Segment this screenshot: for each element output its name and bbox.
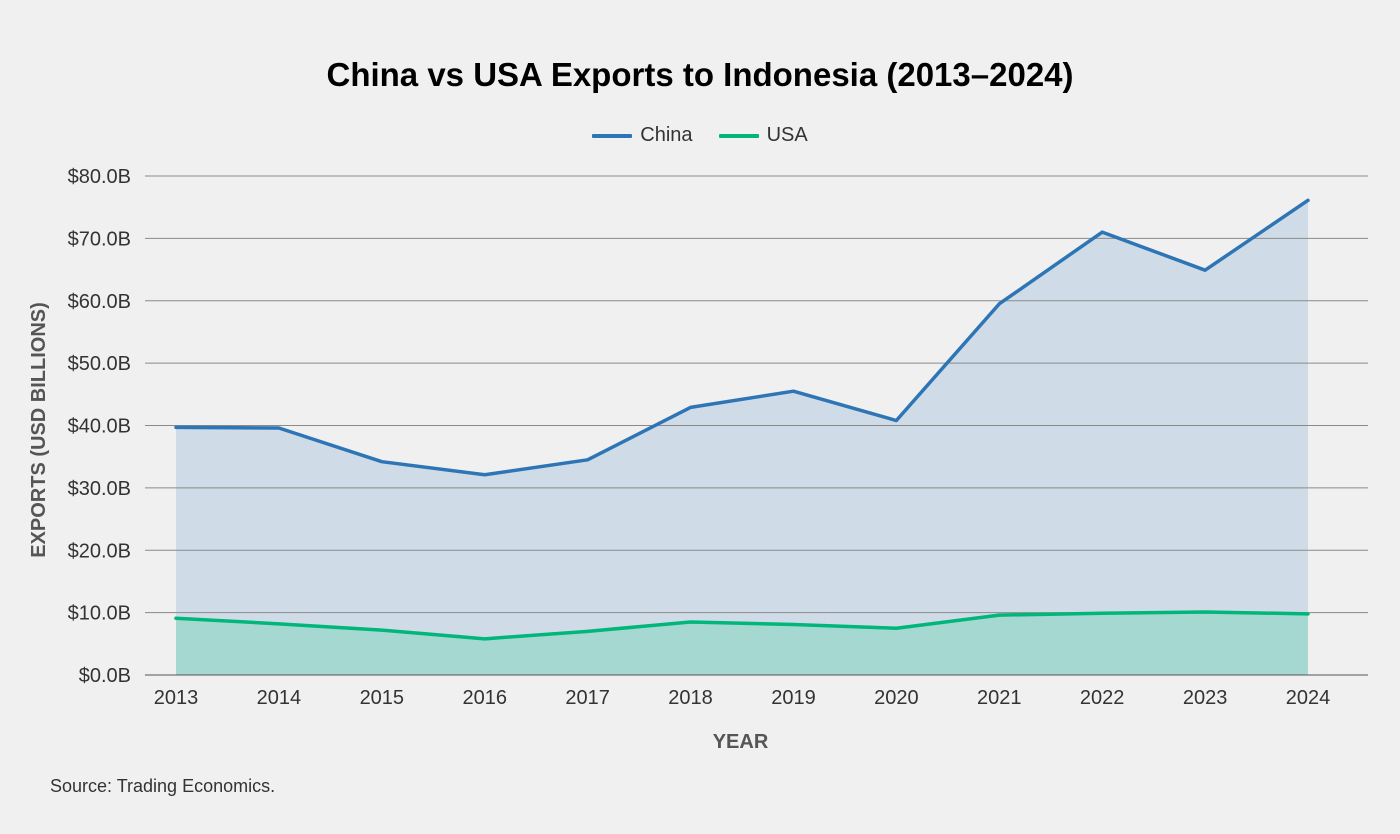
legend-item-usa: USA bbox=[718, 124, 808, 147]
x-tick-label: 2024 bbox=[1286, 687, 1331, 709]
y-tick-label: $0.0B bbox=[79, 665, 131, 687]
legend-label-china: China bbox=[640, 124, 693, 146]
y-tick-label: $30.0B bbox=[68, 478, 131, 500]
legend-swatch-usa bbox=[718, 133, 759, 138]
x-tick-label: 2022 bbox=[1080, 687, 1125, 709]
x-tick-label: 2019 bbox=[771, 687, 816, 709]
y-tick-label: $20.0B bbox=[68, 540, 131, 562]
line-china bbox=[174, 198, 1310, 477]
chart-title: China vs USA Exports to Indonesia (2013–… bbox=[326, 56, 1074, 93]
x-tick-label: 2014 bbox=[257, 687, 302, 709]
x-tick-label: 2017 bbox=[565, 687, 610, 709]
y-tick-label: $10.0B bbox=[68, 603, 131, 625]
legend-swatch-china bbox=[592, 133, 633, 138]
y-tick-label: $40.0B bbox=[68, 416, 131, 438]
legend-item-china: China bbox=[592, 124, 693, 147]
x-tick-label: 2018 bbox=[668, 687, 713, 709]
legend: China USA bbox=[0, 124, 1400, 147]
y-tick-label: $70.0B bbox=[68, 228, 131, 250]
x-tick-label: 2015 bbox=[360, 687, 405, 709]
legend-label-usa: USA bbox=[766, 124, 808, 146]
area-china bbox=[176, 200, 1308, 676]
x-tick-label: 2020 bbox=[874, 687, 919, 709]
line-usa bbox=[174, 610, 1310, 641]
x-axis-label: YEAR bbox=[713, 731, 769, 753]
y-tick-label: $80.0B bbox=[68, 166, 131, 188]
x-tick-label: 2023 bbox=[1183, 687, 1228, 709]
x-tick-label: 2016 bbox=[462, 687, 507, 709]
y-axis-label: EXPORTS (USD BILLIONS) bbox=[28, 302, 50, 558]
area-usa bbox=[176, 612, 1308, 675]
y-tick-label: $50.0B bbox=[68, 353, 131, 375]
x-tick-label: 2021 bbox=[977, 687, 1022, 709]
x-tick-label: 2013 bbox=[154, 687, 199, 709]
y-tick-label: $60.0B bbox=[68, 291, 131, 313]
source-note: Source: Trading Economics. bbox=[50, 776, 276, 796]
